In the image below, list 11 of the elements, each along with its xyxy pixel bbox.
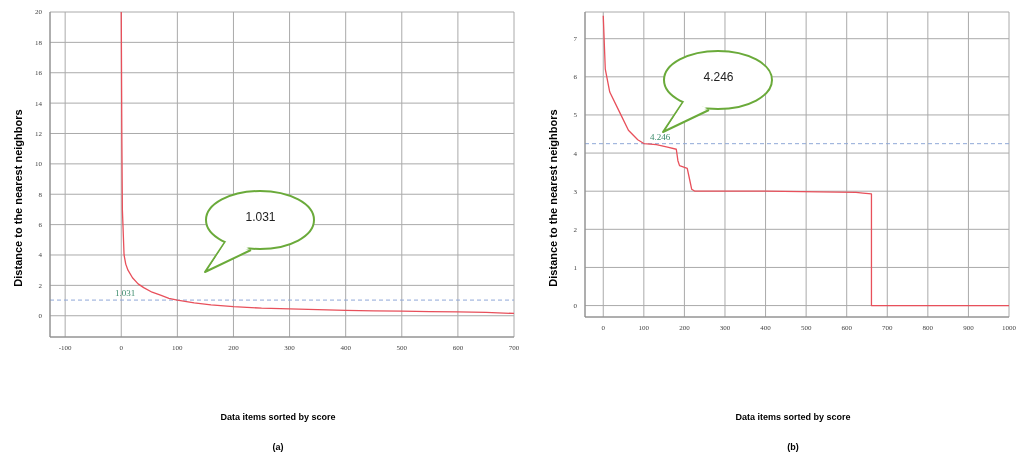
y-axis-title: Distance to the nearest neighbors: [547, 109, 560, 287]
y-axis-title: Distance to the nearest neighbors: [12, 109, 25, 287]
line-series: [602, 15, 1009, 307]
annotation: 4.246: [702, 70, 735, 84]
ref-line-label: 4.246: [650, 131, 671, 142]
x-axis-title: Data items sorted by score: [734, 412, 852, 422]
text: (b): [786, 442, 800, 452]
text: (a): [271, 442, 285, 452]
x-axis-title: Data items sorted by score: [219, 412, 337, 422]
annotation: 1.031: [244, 210, 277, 224]
ref-line-label: 1.031: [115, 288, 136, 299]
